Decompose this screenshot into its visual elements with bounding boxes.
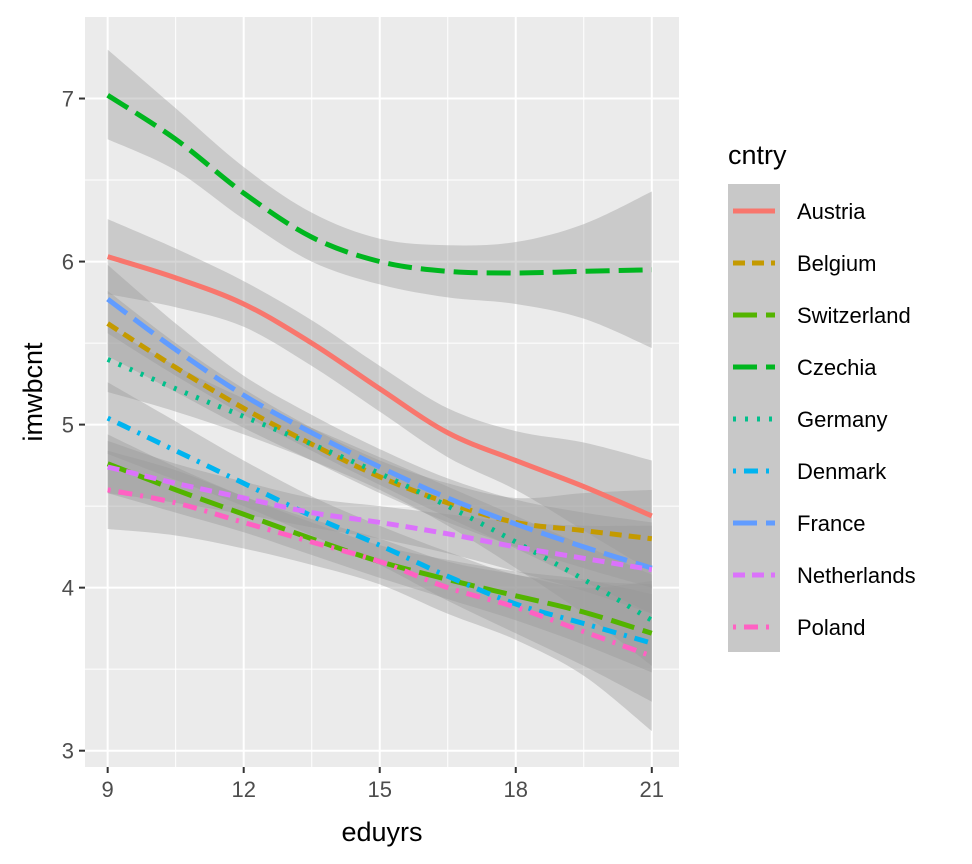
ci-ribbon-austria: [107, 219, 652, 572]
ci-ribbon-denmark: [107, 382, 652, 702]
legend-label-switzerland: Switzerland: [797, 303, 911, 328]
ci-ribbon-czechia: [107, 49, 652, 348]
grid-major: [85, 17, 679, 767]
ci-ribbon-switzerland: [107, 434, 652, 673]
series-line-austria: [106, 254, 653, 519]
y-axis: 3 4 5 6 7: [62, 87, 85, 764]
series-line-czechia: [106, 93, 652, 276]
x-tick-label: 21: [640, 777, 664, 802]
x-tick-label: 9: [102, 777, 114, 802]
legend-label-belgium: Belgium: [797, 251, 876, 276]
legend-label-czechia: Czechia: [797, 355, 877, 380]
legend: cntry Austria Belgium Switzerland Czechia Ge…: [728, 140, 916, 652]
y-tick-label: 7: [62, 87, 74, 112]
legend-title: cntry: [728, 140, 787, 170]
y-tick-label: 4: [62, 576, 74, 601]
legend-label-netherlands: Netherlands: [797, 563, 916, 588]
legend-label-poland: Poland: [797, 615, 866, 640]
x-tick-label: 18: [504, 777, 528, 802]
series-line-france: [106, 297, 653, 571]
legend-label-denmark: Denmark: [797, 459, 887, 484]
x-axis: 9 12 15 18 21: [102, 767, 664, 802]
legend-label-austria: Austria: [797, 199, 866, 224]
y-axis-title: imwbcnt: [18, 342, 48, 442]
ci-ribbon-belgium: [107, 290, 652, 588]
x-tick-label: 12: [231, 777, 255, 802]
x-tick-label: 15: [367, 777, 391, 802]
x-axis-title: eduyrs: [341, 817, 422, 847]
series-line-belgium: [106, 321, 653, 542]
ci-ribbon-poland: [107, 450, 652, 732]
legend-label-germany: Germany: [797, 407, 887, 432]
series-line-switzerland: [106, 461, 653, 636]
y-tick-label: 3: [62, 739, 74, 764]
y-tick-label: 5: [62, 413, 74, 438]
series-lines: [106, 93, 654, 659]
series-line-poland: [107, 487, 653, 659]
y-tick-label: 6: [62, 250, 74, 275]
series-line-netherlands: [107, 464, 653, 573]
legend-items: Austria Belgium Switzerland Czechia Germany D…: [733, 199, 916, 640]
legend-label-france: France: [797, 511, 865, 536]
ci-ribbon-germany: [107, 326, 652, 666]
